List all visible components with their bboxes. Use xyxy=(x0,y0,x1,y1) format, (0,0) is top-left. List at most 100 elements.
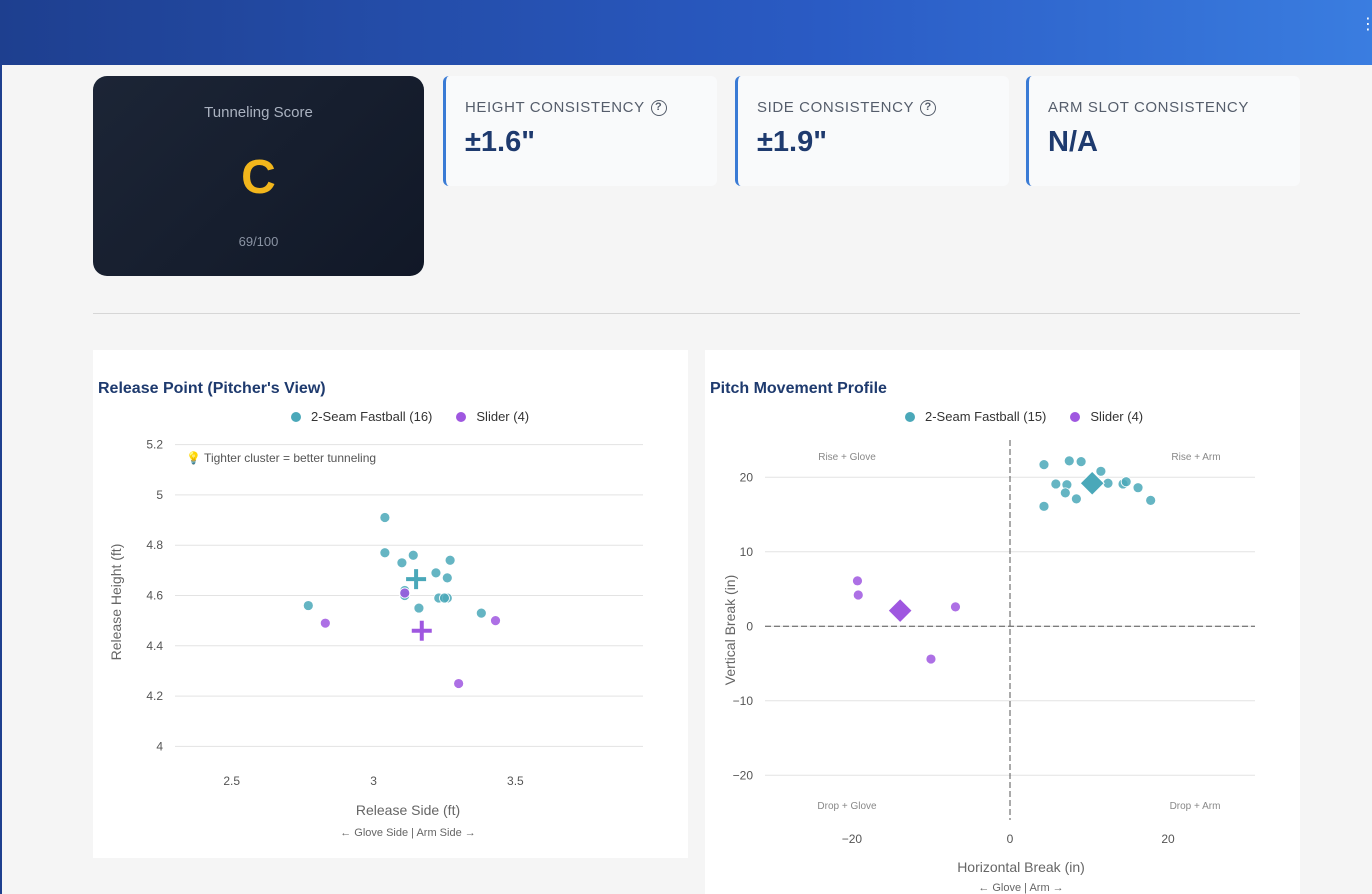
help-icon[interactable]: ? xyxy=(920,99,937,116)
chart-title: Pitch Movement Profile xyxy=(710,380,887,397)
y-tick-label: 4.8 xyxy=(146,538,163,552)
chart-legend: 2-Seam Fastball (15) Slider (4) xyxy=(905,409,1143,424)
x-tick-label: 3 xyxy=(370,774,377,788)
data-point xyxy=(453,678,465,689)
legend-marker xyxy=(1070,411,1081,422)
quadrant-label: Rise + Glove xyxy=(818,452,876,463)
tunneling-score-card: Tunneling Score C 69/100 xyxy=(93,76,424,276)
y-axis-label: Vertical Break (in) xyxy=(722,575,738,685)
centroid-marker xyxy=(406,569,427,590)
help-icon[interactable]: ? xyxy=(650,99,667,116)
centroid-marker xyxy=(1079,470,1105,496)
data-point xyxy=(852,589,864,601)
y-tick-label: −20 xyxy=(733,768,754,782)
y-tick-label: 4.4 xyxy=(146,639,163,653)
metric-label: SIDE CONSISTENCY xyxy=(757,99,915,116)
data-point xyxy=(379,547,391,559)
chart-title: Release Point (Pitcher's View) xyxy=(98,380,326,397)
data-point xyxy=(441,572,453,584)
x-tick-label: 20 xyxy=(1161,832,1175,846)
y-tick-label: 4 xyxy=(156,739,163,753)
height-consistency-card: HEIGHT CONSISTENCY ? ±1.6" xyxy=(443,76,717,186)
data-point xyxy=(950,601,961,613)
metric-value: ±1.6" xyxy=(465,126,535,158)
data-point xyxy=(396,557,408,569)
data-point xyxy=(1038,500,1050,512)
legend-item-fastball[interactable]: 2-Seam Fastball (15) xyxy=(905,409,1046,424)
y-tick-label: 10 xyxy=(740,545,754,559)
score-title: Tunneling Score xyxy=(204,104,313,121)
arm-slot-consistency-card: ARM SLOT CONSISTENCY N/A xyxy=(1026,76,1300,186)
x-axis-sublabel: ← Glove Side | Arm Side → xyxy=(340,827,476,839)
app-header: ⋮ xyxy=(0,0,1372,65)
data-point xyxy=(1063,455,1075,467)
y-tick-label: 4.2 xyxy=(146,689,163,703)
release-point-chart[interactable]: 4 4.2 4.4 4.6 4.8 5 5.2 2.5 3 3.5 💡 Tighter clust… xyxy=(93,350,688,858)
x-tick-label: 0 xyxy=(1007,832,1014,846)
side-consistency-card: SIDE CONSISTENCY ? ±1.9" xyxy=(735,76,1009,186)
pitch-movement-chart[interactable]: −20 −10 0 10 20 −20 0 20 Rise + Glove Rise + Ar… xyxy=(705,350,1300,894)
data-point xyxy=(1075,456,1087,468)
data-point xyxy=(1095,465,1107,477)
quadrant-label: Drop + Arm xyxy=(1170,801,1221,812)
y-tick-label: 5 xyxy=(156,488,163,502)
data-point xyxy=(407,549,419,561)
legend-item-slider[interactable]: Slider (4) xyxy=(456,409,529,424)
data-point xyxy=(925,653,937,665)
centroid-marker xyxy=(887,597,913,624)
data-point xyxy=(439,592,450,604)
data-point xyxy=(302,600,314,611)
data-point xyxy=(490,615,501,627)
legend-marker xyxy=(291,411,301,422)
left-border xyxy=(0,65,2,894)
metric-value: N/A xyxy=(1048,126,1098,158)
data-point xyxy=(1038,459,1050,470)
data-point xyxy=(1145,494,1157,506)
x-axis-label: Release Side (ft) xyxy=(356,802,460,818)
data-point xyxy=(1059,487,1071,499)
x-tick-label: 2.5 xyxy=(223,774,240,788)
y-axis-label: Release Height (ft) xyxy=(108,544,124,661)
y-tick-label: 5.2 xyxy=(146,438,163,452)
y-tick-label: 20 xyxy=(740,470,754,484)
x-axis-sublabel: ← Glove | Arm → xyxy=(978,882,1063,894)
data-point xyxy=(444,554,456,566)
centroid-marker xyxy=(411,620,432,641)
chart-legend: 2-Seam Fastball (16) Slider (4) xyxy=(291,409,529,424)
data-point xyxy=(475,607,487,619)
legend-label: 2-Seam Fastball (16) xyxy=(311,409,433,424)
data-point xyxy=(413,602,425,614)
chart-annotation: 💡 Tighter cluster = better tunneling xyxy=(186,451,376,465)
metric-value: ±1.9" xyxy=(757,126,827,158)
more-options-icon[interactable]: ⋮ xyxy=(1360,16,1372,33)
x-tick-label: −20 xyxy=(842,832,863,846)
data-point xyxy=(1050,478,1062,490)
section-divider xyxy=(93,313,1300,314)
legend-marker xyxy=(456,411,467,422)
score-grade: C xyxy=(241,151,276,204)
score-value: 69/100 xyxy=(238,234,279,249)
data-point xyxy=(430,567,442,579)
data-point xyxy=(852,575,863,587)
data-point xyxy=(399,587,411,599)
data-point xyxy=(1120,476,1132,488)
y-tick-label: −10 xyxy=(733,694,754,708)
legend-marker xyxy=(905,411,915,422)
y-tick-label: 0 xyxy=(746,619,753,633)
data-point xyxy=(1070,493,1082,505)
legend-label: 2-Seam Fastball (15) xyxy=(925,409,1047,424)
data-point xyxy=(319,617,331,629)
data-point xyxy=(379,512,391,523)
release-point-panel: Release Point (Pitcher's View) 2-Seam Fa… xyxy=(93,350,688,858)
metric-label: ARM SLOT CONSISTENCY xyxy=(1048,99,1249,116)
pitch-movement-panel: Pitch Movement Profile 2-Seam Fastball (… xyxy=(705,350,1300,894)
legend-item-slider[interactable]: Slider (4) xyxy=(1070,409,1143,424)
x-axis-label: Horizontal Break (in) xyxy=(957,859,1085,875)
legend-item-fastball[interactable]: 2-Seam Fastball (16) xyxy=(291,409,432,424)
x-tick-label: 3.5 xyxy=(507,774,524,788)
data-point xyxy=(1132,482,1144,494)
legend-label: Slider (4) xyxy=(1090,409,1144,424)
legend-label: Slider (4) xyxy=(476,409,530,424)
quadrant-label: Drop + Glove xyxy=(817,801,877,812)
y-tick-label: 4.6 xyxy=(146,589,163,603)
